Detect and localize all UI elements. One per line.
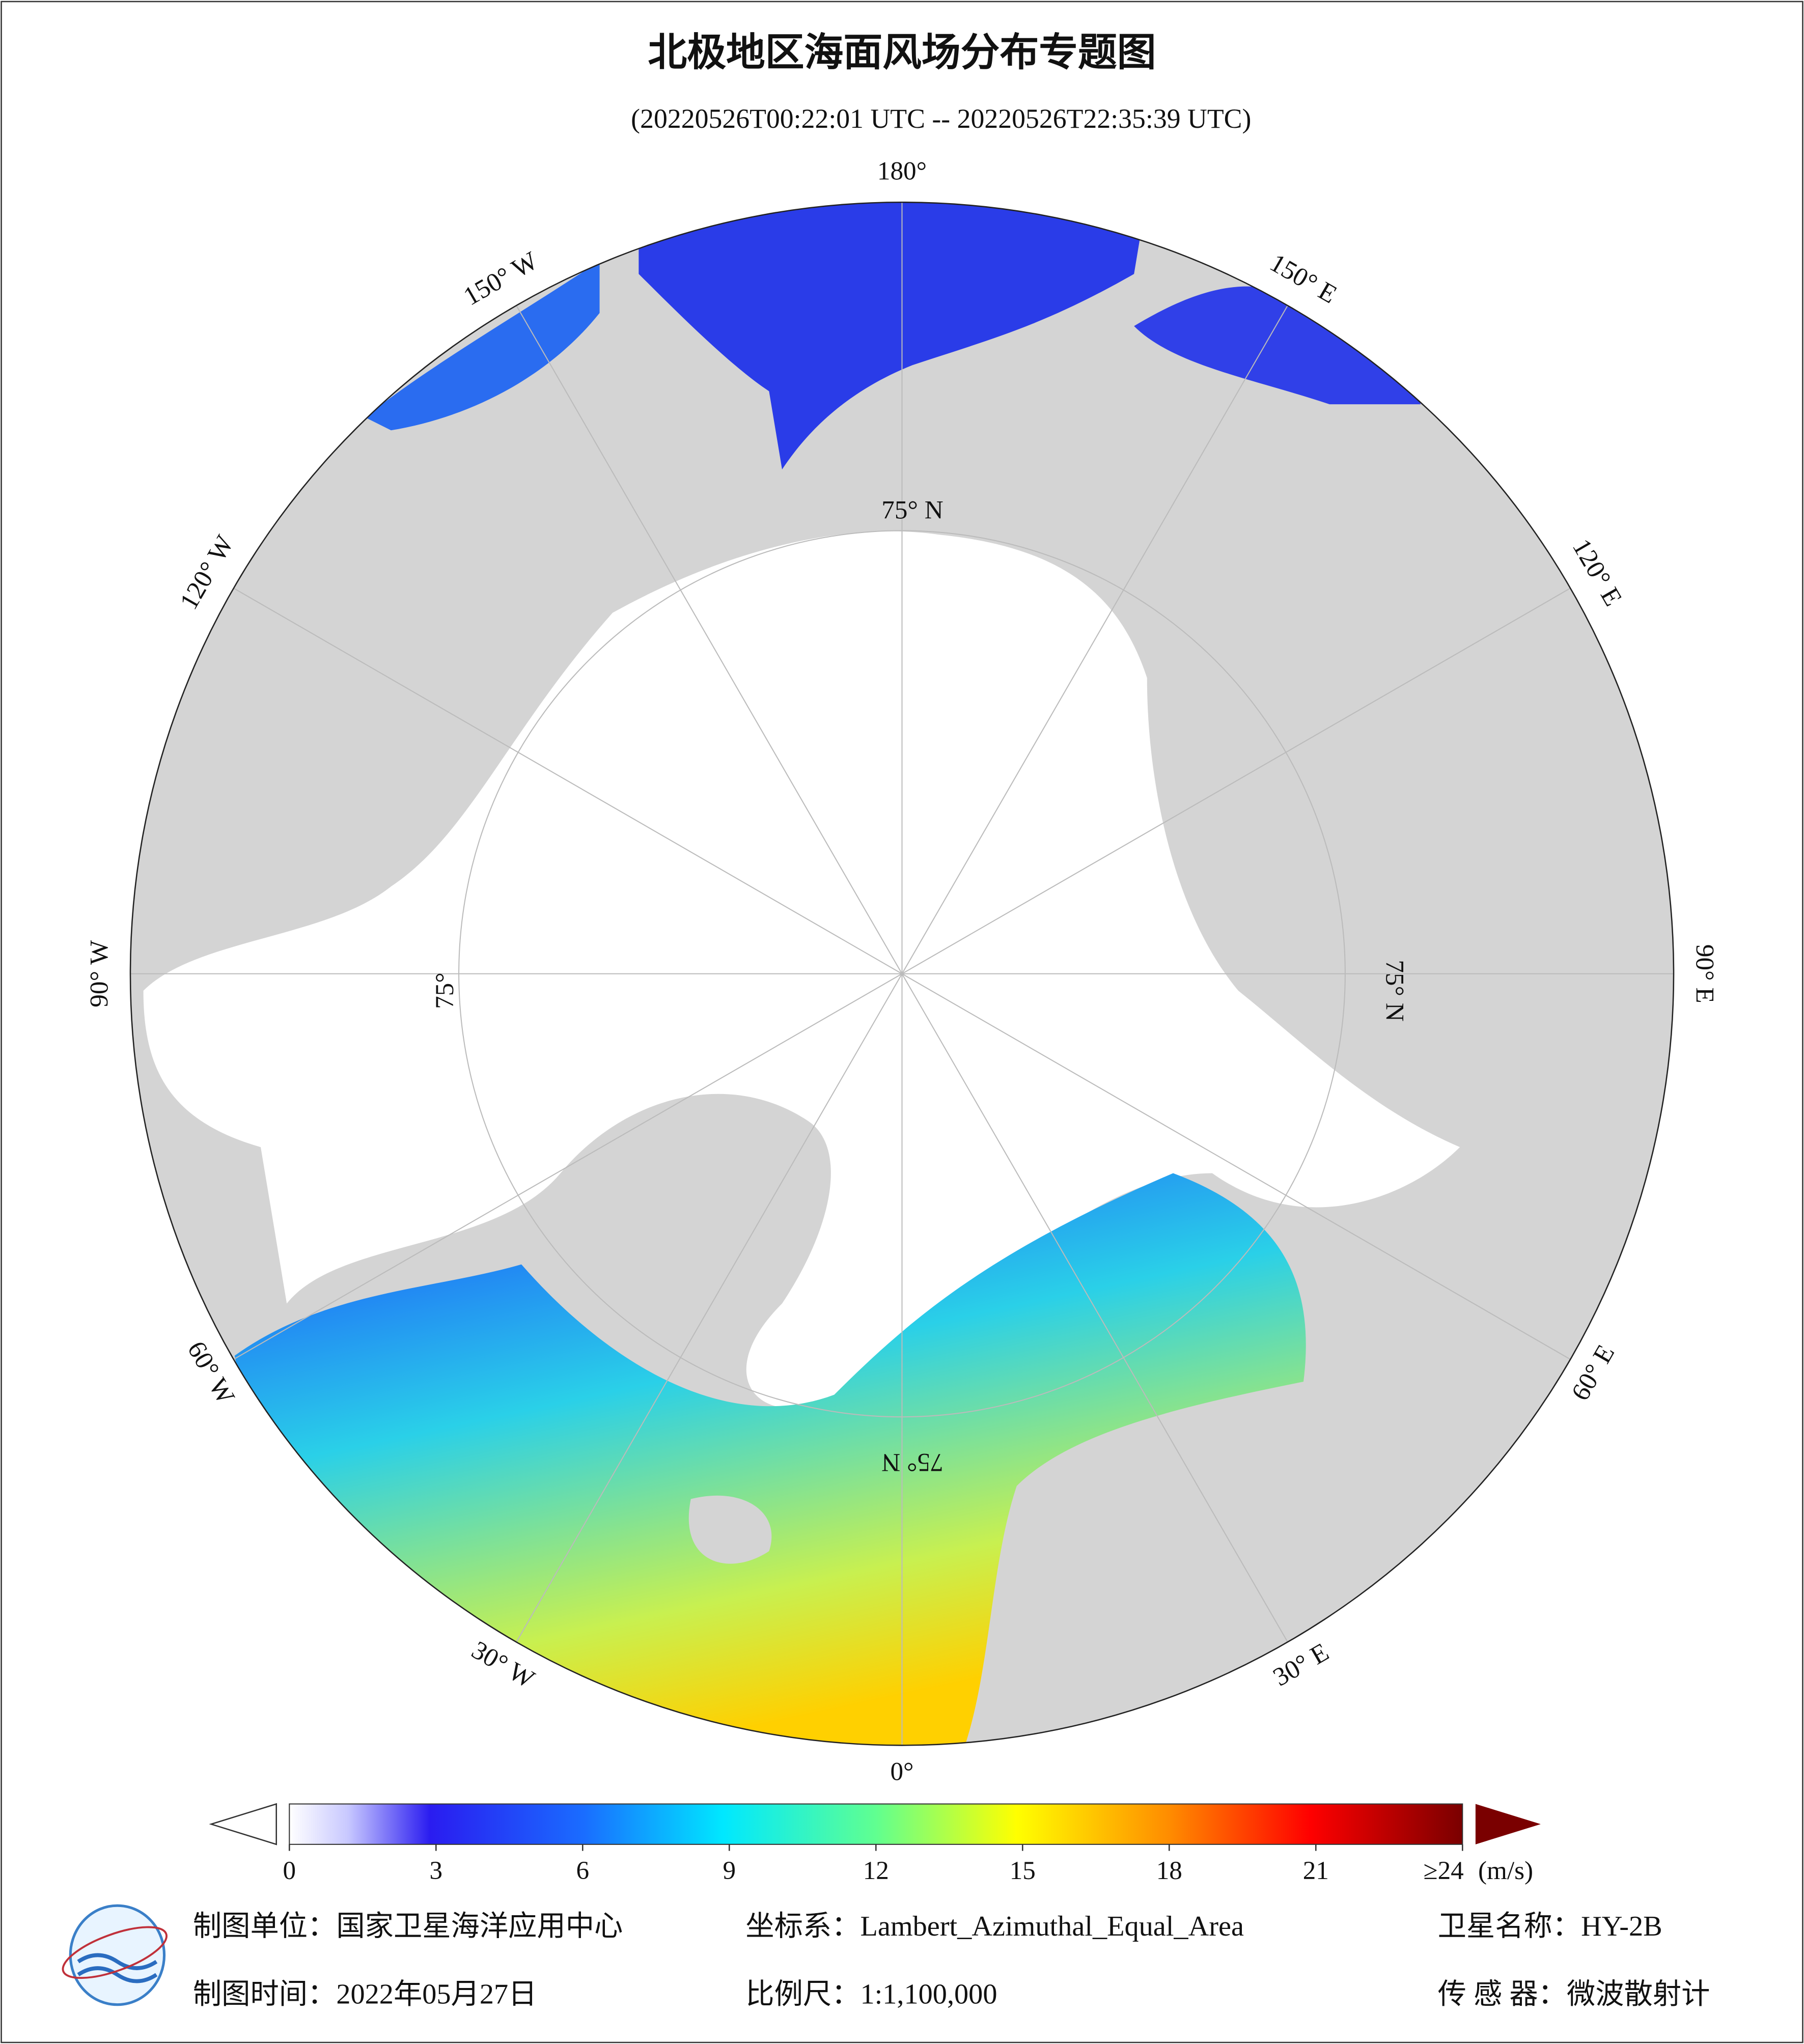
colorbar-unit: (m/s) (1478, 1856, 1533, 1885)
logo (62, 1904, 168, 2006)
okhotsk-wind-field (1134, 286, 1421, 405)
longitude-label: 180° (877, 157, 927, 186)
colorbar-tick-label: 21 (1303, 1856, 1329, 1885)
bering-wind-field (639, 202, 1147, 470)
colorbar-over (1475, 1804, 1541, 1844)
colorbar-ramp (289, 1803, 1463, 1845)
colorbar-tick-label: 15 (1010, 1856, 1036, 1885)
footer-unit: 制图单位：国家卫星海洋应用中心 (193, 1911, 623, 1942)
title: 北极地区海面风场分布专题图 (648, 30, 1156, 75)
footer-sensor: 传 感 器：微波散射计 (1438, 1978, 1710, 2010)
latitude-label: 75° N (881, 495, 943, 524)
colorbar-under (209, 1803, 277, 1845)
colorbar-tick-label: 18 (1156, 1856, 1182, 1885)
longitude-label: 90° W (85, 940, 114, 1007)
ice-ocean (143, 531, 1460, 1408)
footer-satellite: 卫星名称：HY-2B (1438, 1911, 1662, 1942)
atlantic-wind-field (234, 1173, 1306, 1746)
alaska-wind-field (365, 261, 600, 431)
map-edge (129, 201, 1675, 1746)
colorbar (209, 1803, 1541, 1851)
latitude-label: 75° N (881, 1448, 943, 1477)
subtitle: (20220526T00:22:01 UTC -- 20220526T22:35… (631, 103, 1251, 134)
longitude-label: 90° E (1690, 944, 1719, 1003)
colorbar-tick-label: 6 (576, 1856, 590, 1885)
footer-scale: 比例尺：1:1,100,000 (745, 1978, 997, 2010)
graticule (130, 202, 1674, 1746)
meridian (233, 587, 1571, 1360)
colorbar-tick-label: ≥24 (1423, 1856, 1463, 1885)
latitude-label: 75° (430, 972, 459, 1009)
colorbar-tick-label: 12 (863, 1856, 889, 1885)
colorbar-tick-label: 3 (430, 1856, 443, 1885)
footer-crs: 坐标系：Lambert_Azimuthal_Equal_Area (745, 1911, 1244, 1942)
latitude-label: 75° N (1380, 960, 1409, 1021)
footer-date: 制图时间：2022年05月27日 (193, 1978, 537, 2010)
colorbar-tick-label: 9 (723, 1856, 736, 1885)
longitude-label: 0° (890, 1757, 913, 1786)
iceland (688, 1495, 772, 1564)
colorbar-tick-label: 0 (283, 1856, 296, 1885)
